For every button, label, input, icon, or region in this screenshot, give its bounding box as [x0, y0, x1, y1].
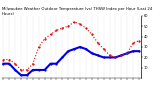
Text: Milwaukee Weather Outdoor Temperature (vs) THSW Index per Hour (Last 24 Hours): Milwaukee Weather Outdoor Temperature (v…: [2, 7, 152, 16]
